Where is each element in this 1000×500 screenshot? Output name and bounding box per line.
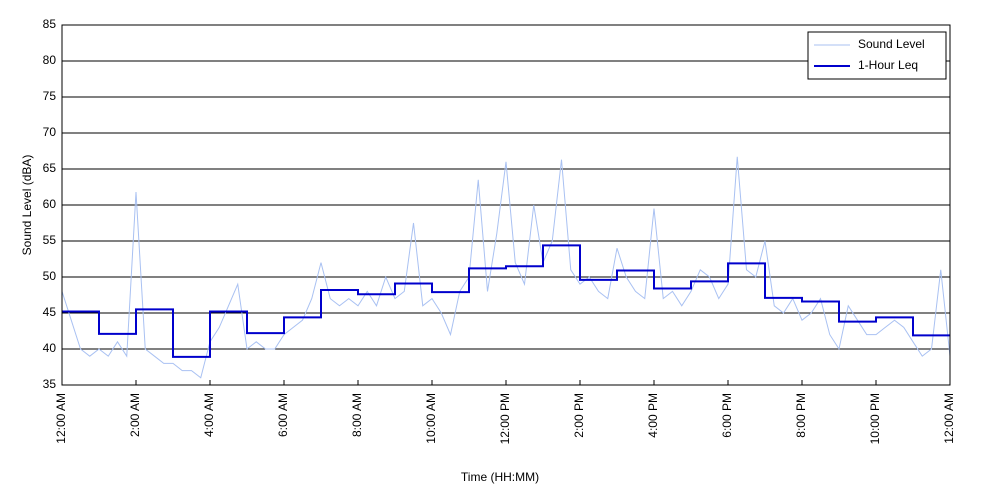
- x-tick-label: 2:00 PM: [572, 393, 586, 438]
- y-tick-label: 80: [43, 53, 57, 67]
- x-tick-label: 8:00 PM: [794, 393, 808, 438]
- x-tick-label: 6:00 AM: [276, 393, 290, 437]
- step-line: [62, 244, 950, 358]
- y-tick-label: 35: [43, 377, 57, 391]
- legend-box: [807, 31, 947, 80]
- x-tick-label: 6:00 PM: [720, 393, 734, 438]
- x-tick-label: 10:00 AM: [424, 393, 438, 444]
- y-tick-label: 40: [43, 341, 57, 355]
- plot-frame: [61, 24, 951, 386]
- y-tick-label: 65: [43, 161, 57, 175]
- x-tick-label: 10:00 PM: [868, 393, 882, 444]
- x-axis-label: Time (HH:MM): [461, 470, 539, 484]
- y-axis-label: Sound Level (dBA): [20, 155, 34, 256]
- x-tick-label: 12:00 PM: [498, 393, 512, 444]
- x-tick-label: 12:00 AM: [54, 393, 68, 444]
- x-tick-label: 8:00 AM: [350, 393, 364, 437]
- legend-label: Sound Level: [858, 37, 925, 51]
- y-tick-label: 50: [43, 269, 57, 283]
- x-tick-label: 4:00 PM: [646, 393, 660, 438]
- y-tick-label: 70: [43, 125, 57, 139]
- y-tick-label: 75: [43, 89, 57, 103]
- y-tick-label: 45: [43, 305, 57, 319]
- legend-label: 1-Hour Leq: [858, 58, 918, 72]
- x-tick-label: 2:00 AM: [128, 393, 142, 437]
- x-tick-label: 12:00 AM: [942, 393, 956, 444]
- y-tick-label: 60: [43, 197, 57, 211]
- y-tick-label: 85: [43, 17, 57, 31]
- x-tick-label: 4:00 AM: [202, 393, 216, 437]
- y-tick-label: 55: [43, 233, 57, 247]
